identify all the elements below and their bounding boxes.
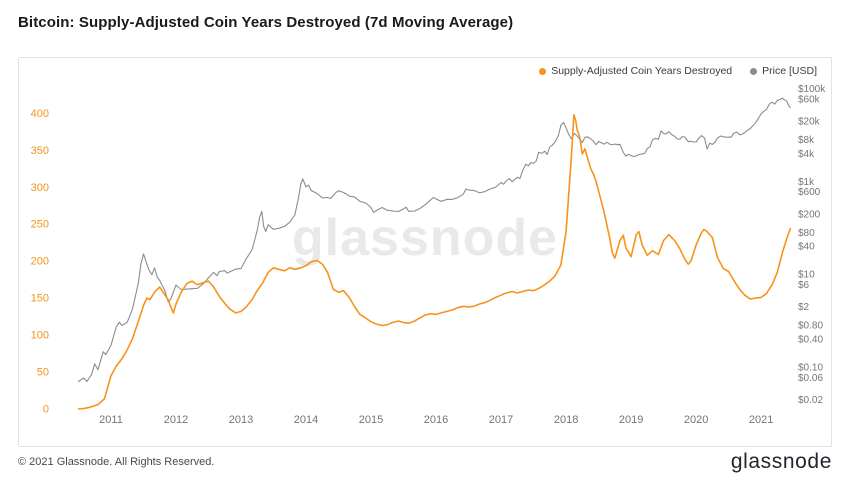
right-axis-tick-label: $2 — [798, 302, 810, 313]
left-axis-tick-label: 0 — [43, 404, 49, 416]
left-axis-tick-label: 200 — [31, 256, 49, 268]
left-axis-tick-label: 100 — [31, 330, 49, 342]
x-axis-tick-label: 2014 — [294, 414, 318, 426]
legend-dot — [539, 67, 547, 75]
right-axis-tick-label: $200 — [798, 209, 821, 220]
x-axis-tick-label: 2021 — [749, 414, 773, 426]
x-axis-tick-label: 2020 — [684, 414, 708, 426]
left-axis-tick-label: 250 — [31, 219, 49, 231]
right-axis-tick-label: $600 — [798, 187, 821, 198]
right-axis-tick-label: $100k — [798, 84, 826, 95]
left-axis-tick-label: 150 — [31, 293, 49, 305]
right-axis-tick-label: $60k — [798, 94, 821, 105]
footer: © 2021 Glassnode. All Rights Reserved. g… — [18, 449, 832, 475]
copyright-text: © 2021 Glassnode. All Rights Reserved. — [18, 456, 215, 468]
legend-label: Supply-Adjusted Coin Years Destroyed — [551, 65, 733, 77]
right-axis-tick-label: $0.06 — [798, 373, 823, 384]
x-axis-tick-label: 2019 — [619, 414, 643, 426]
left-axis-tick-label: 350 — [31, 145, 49, 157]
right-axis-tick-label: $20k — [798, 116, 821, 127]
x-axis-tick-label: 2015 — [359, 414, 383, 426]
right-axis-tick-label: $6 — [798, 280, 810, 291]
chart-card: Supply-Adjusted Coin Years Destroyed Pric… — [18, 57, 832, 447]
legend-label: Price [USD] — [762, 65, 817, 77]
legend-item-0[interactable]: Supply-Adjusted Coin Years Destroyed — [539, 65, 732, 77]
x-axis-tick-label: 2018 — [554, 414, 578, 426]
left-axis-tick-label: 50 — [37, 367, 49, 379]
series-line-left — [77, 113, 792, 410]
x-axis-tick-label: 2012 — [164, 414, 188, 426]
glassnode-logo: glassnode — [730, 450, 832, 473]
right-axis-tick-label: $4k — [798, 149, 815, 160]
legend-item-1[interactable]: Price [USD] — [750, 65, 817, 77]
left-axis-tick-label: 300 — [31, 182, 49, 194]
right-axis-tick-label: $80 — [798, 228, 815, 239]
right-axis-tick-label: $0.40 — [798, 335, 823, 346]
chart-plot-area[interactable]: 0 50 100 150 200 250 300 350 400 $100k$60k $20k $8k… — [19, 58, 831, 446]
right-axis-tick-label: $0.80 — [798, 321, 823, 332]
x-axis-tick-label: 2011 — [99, 414, 123, 426]
page-title: Bitcoin: Supply-Adjusted Coin Years Dest… — [18, 14, 514, 31]
x-axis-tick-label: 2016 — [424, 414, 448, 426]
right-axis-tick-label: $0.02 — [798, 395, 823, 406]
x-axis-tick-label: 2017 — [489, 414, 513, 426]
right-axis-tick-label: $40 — [798, 242, 815, 253]
right-axis-tick-label: $0.10 — [798, 363, 823, 374]
legend-dot — [750, 67, 758, 75]
chart-legend: Supply-Adjusted Coin Years Destroyed Pric… — [539, 65, 817, 77]
x-axis-tick-label: 2013 — [229, 414, 253, 426]
series-line-right — [77, 97, 791, 383]
right-axis-tick-label: $10 — [798, 270, 815, 281]
right-axis-tick-label: $1k — [798, 177, 815, 188]
right-axis-tick-label: $8k — [798, 135, 815, 146]
left-axis-tick-label: 400 — [31, 108, 49, 120]
